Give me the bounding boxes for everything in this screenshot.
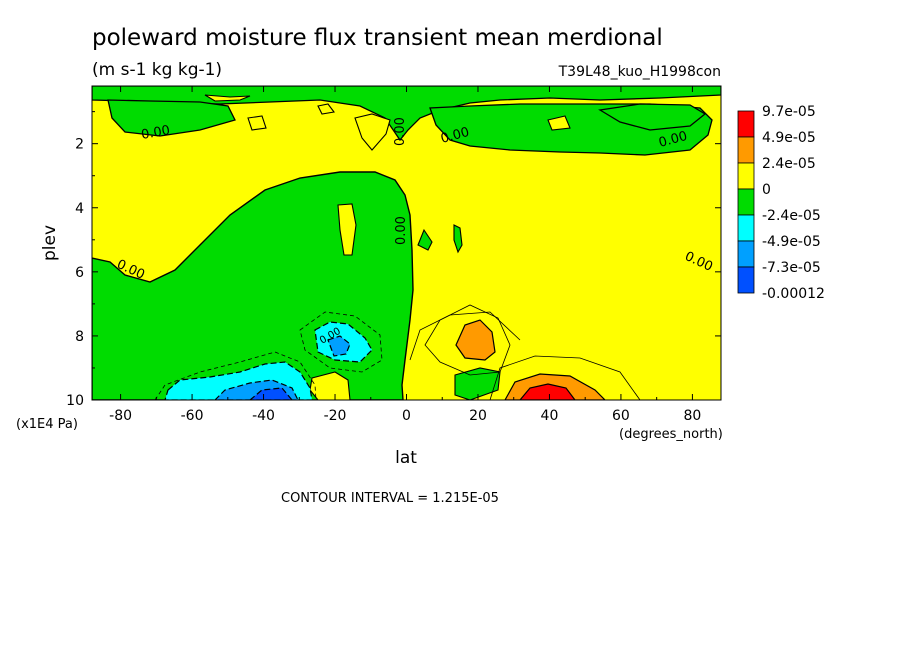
x-tick-label: -20 [324,408,347,424]
region-green-dip-east [598,103,707,131]
y-tick-label: 2 [75,137,84,153]
colorbar-label: -0.00012 [762,286,825,302]
region-green-sliver-2 [417,228,433,251]
region-yellow-island-1 [204,94,251,102]
colorbar-swatch [737,110,755,138]
region-red-40n [519,383,576,400]
region-orange-20n [455,319,496,361]
x-tick-label: 40 [541,408,559,424]
region-yellow-island-2 [247,115,267,131]
contour-label: 0.00 [394,216,409,245]
region-green-lower-north [454,367,501,400]
x-tick-label: 80 [683,408,701,424]
x-tick-label: 60 [612,408,630,424]
colorbar-label: -7.3e-05 [762,260,821,276]
x-tick-label: 0 [402,408,411,424]
region-yellow-island-5 [317,103,335,115]
y-tick-label: 6 [75,265,84,281]
contour-neg-outer-low [154,351,317,400]
contour-label: 0.00 [439,125,471,147]
contour-pos-north-outer [409,311,521,361]
colorbar-swatch [737,214,755,242]
colorbar-swatch [737,240,755,268]
y-axis: 2 4 6 8 10 [66,111,721,409]
y-tick-label: 8 [75,329,84,345]
colorbar: 9.7e-05 4.9e-05 2.4e-05 0 -2.4e-05 -4.9e-05 -7… [737,104,825,302]
region-yellow-island-4 [547,115,571,131]
colorbar-swatch [737,136,755,164]
colorbar-swatch [737,188,755,216]
colorbar-swatch [737,266,755,294]
x-tick-label: 20 [469,408,487,424]
x-tick-label: -80 [109,408,132,424]
colorbar-swatch [737,162,755,190]
colorbar-label: -4.9e-05 [762,234,821,250]
x-axis-label: lat [395,448,417,468]
colorbar-label: -2.4e-05 [762,208,821,224]
contour-label: 0.00 [657,129,689,151]
colorbar-label: 2.4e-05 [762,156,816,172]
colorbar-label: 0 [762,182,771,198]
x-tick-label: -60 [181,408,204,424]
contour-pos-40n-outer [489,355,641,400]
run-label: T39L48_kuo_H1998con [558,64,721,80]
region-yellow-island-3 [354,113,391,151]
x-units-label: (degrees_north) [619,427,723,442]
region-deepblue-low [249,387,293,400]
contour-label: 0.00 [140,123,171,143]
chart-title: poleward moisture flux transient mean me… [92,25,663,51]
y-tick-label: 4 [75,201,84,217]
x-tick-label: -40 [252,408,275,424]
region-green-sliver-1 [453,224,463,254]
y-units-label: (x1E4 Pa) [16,417,78,432]
colorbar-label: 4.9e-05 [762,130,816,146]
colorbar-label: 9.7e-05 [762,104,816,120]
chart-subtitle: (m s-1 kg kg-1) [92,60,222,80]
x-axis: -80 -60 -40 -20 0 20 40 60 80 [109,86,701,424]
region-green-dip-west [107,99,236,137]
region-yellow-pocket-1 [337,203,357,256]
region-blue-mid [327,335,351,357]
contour-interval-text: CONTOUR INTERVAL = 1.215E-05 [281,491,499,506]
contour-label: 0.00 [393,117,408,146]
contour-plot [92,86,721,400]
y-tick-label: 10 [66,393,84,409]
y-axis-label: plev [40,225,60,261]
